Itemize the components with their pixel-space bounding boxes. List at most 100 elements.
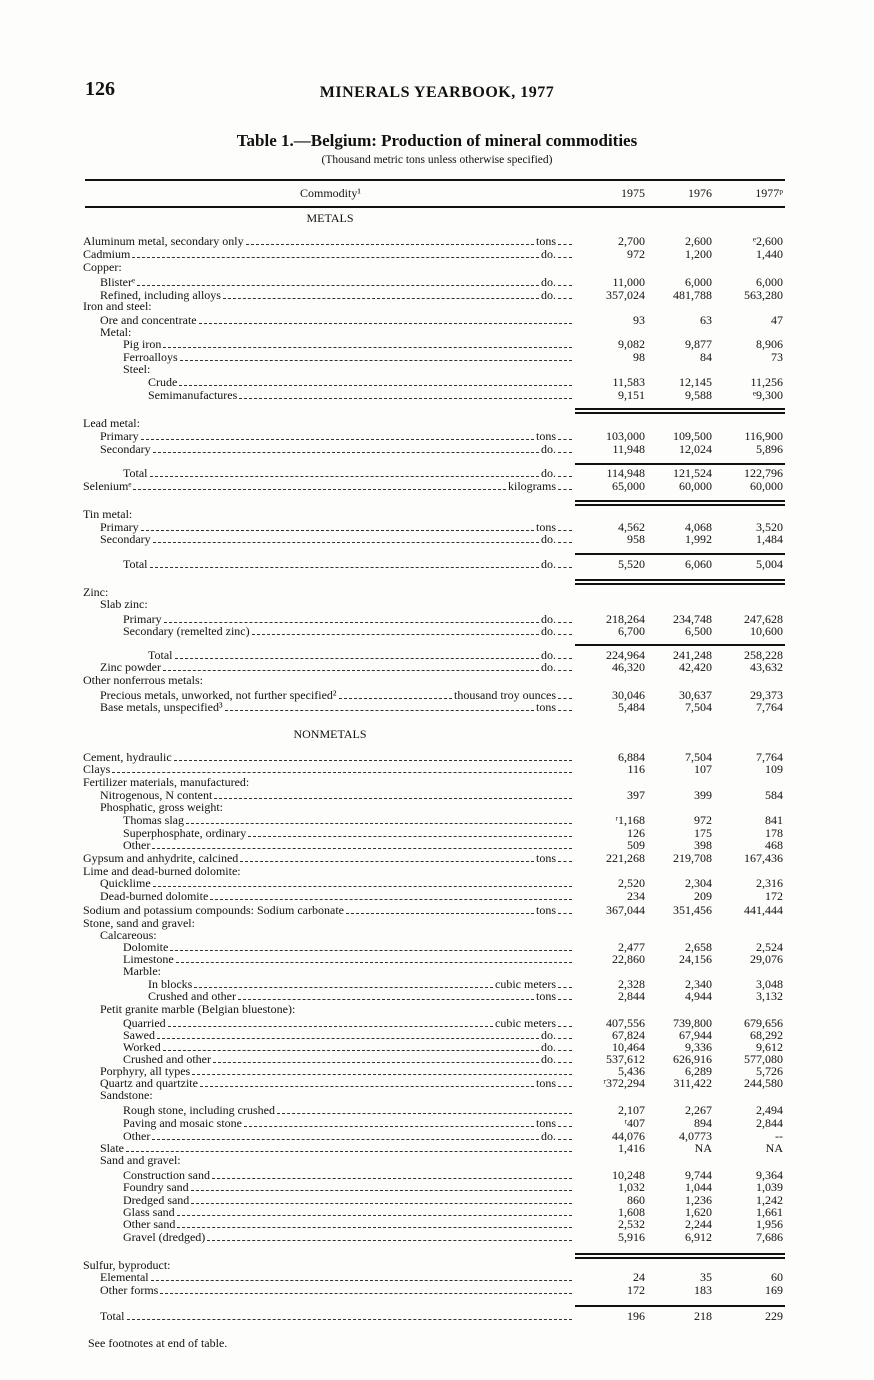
dot-leader <box>558 670 572 671</box>
table-row: Quarried cubic meters 407,556 739,800 679,65… <box>0 1017 874 1030</box>
value-1977: 8,906 <box>756 337 783 351</box>
row-label: Worked <box>123 1040 161 1054</box>
dot-leader <box>243 1126 534 1127</box>
value-1976: 2,340 <box>685 977 712 991</box>
row-label: Secondary <box>100 442 151 456</box>
value-1977: NA <box>765 1141 783 1155</box>
table-group-heading: Steel: <box>0 363 874 376</box>
value-1975: 2,328 <box>618 977 645 991</box>
table-row: Gypsum and anhydrite, calcined tons 221,26… <box>0 852 874 865</box>
dot-leader <box>558 913 572 914</box>
table-row: Secondary (remelted zinc) do. 6,700 6,500 10… <box>0 625 874 638</box>
row-label: Metal: <box>100 325 132 339</box>
row-label: Pig iron <box>123 337 162 351</box>
value-1977: 29,076 <box>750 952 783 966</box>
table-row: Limestone 22,860 24,156 29,076 <box>0 953 874 966</box>
value-1977: 122,796 <box>744 466 783 480</box>
row-label-cell: Dead-burned dolomite <box>100 890 572 903</box>
row-unit: cubic meters <box>495 977 556 991</box>
value-1975: 172 <box>627 1283 645 1297</box>
value-1975: 224,964 <box>606 648 645 662</box>
dot-leader <box>140 439 534 440</box>
total-rule <box>575 1305 785 1307</box>
value-1975: 5,520 <box>618 557 645 571</box>
section-heading-nonmetals: NONMETALS <box>293 727 367 741</box>
row-label-cell: Slab zinc: <box>100 598 150 611</box>
table-row: Sodium and potassium compounds: Sodium c… <box>0 904 874 917</box>
row-label: Precious metals, unworked, not further s… <box>100 688 337 702</box>
value-1976: 234,748 <box>673 612 712 626</box>
row-label-cell: Crushed and other tons <box>148 990 572 1003</box>
row-unit: do. <box>541 1052 556 1066</box>
row-label-cell: In blocks cubic meters <box>148 978 572 991</box>
row-label: Other forms <box>100 1283 159 1297</box>
row-unit: do. <box>541 612 556 626</box>
table-title: Table 1.—Belgium: Production of mineral … <box>236 131 638 150</box>
row-label-cell: Gravel (dredged) <box>123 1231 572 1244</box>
dot-leader <box>212 1062 539 1063</box>
row-label: Blisterᵉ <box>100 275 136 289</box>
total-rule <box>575 412 785 414</box>
row-unit: thousand troy ounces <box>454 688 556 702</box>
value-1977: 2,844 <box>756 1116 783 1130</box>
row-label: Iron and steel: <box>83 299 152 313</box>
row-label-cell: Lead metal: <box>83 417 142 430</box>
table-row: Construction sand 10,248 9,744 9,364 <box>0 1169 874 1182</box>
row-label: Primary <box>100 520 139 534</box>
row-label-cell: Calcareous: <box>100 929 159 942</box>
value-1975: 2,520 <box>618 876 645 890</box>
dot-leader <box>558 257 572 258</box>
dot-leader <box>338 698 453 699</box>
table-group-heading: Copper: <box>0 261 874 274</box>
value-1976: 399 <box>694 788 712 802</box>
dot-leader <box>248 836 572 837</box>
value-1975: 234 <box>627 889 645 903</box>
value-1977: 1,440 <box>756 247 783 261</box>
value-1975: 11,000 <box>612 275 645 289</box>
column-header-1976: 1976 <box>688 186 712 200</box>
row-label-cell: Blisterᵉ do. <box>100 276 572 289</box>
dot-leader <box>162 670 539 671</box>
value-1976: 12,024 <box>679 442 712 456</box>
row-unit: kilograms <box>508 479 556 493</box>
total-rule <box>575 408 785 410</box>
row-label-cell: Steel: <box>123 363 152 376</box>
table-row: Aluminum metal, secondary only tons 2,700 2… <box>0 235 874 248</box>
table-group-heading: Zinc: <box>0 586 874 599</box>
row-label: Lead metal: <box>83 416 140 430</box>
column-header-1975: 1975 <box>621 186 645 200</box>
dot-leader <box>163 347 572 348</box>
dot-leader <box>237 999 534 1000</box>
value-1977: ᵉ2,600 <box>752 234 783 248</box>
value-1977: 229 <box>765 1309 783 1323</box>
table-row: Zinc powder do. 46,320 42,420 43,632 <box>0 661 874 674</box>
row-label: Cadmium <box>83 247 131 261</box>
value-1977: 584 <box>765 788 783 802</box>
value-1975: 103,000 <box>606 429 645 443</box>
value-1976: 6,500 <box>685 624 712 638</box>
table-row: Dolomite 2,477 2,658 2,524 <box>0 941 874 954</box>
dot-leader <box>558 987 572 988</box>
value-1977: 7,686 <box>756 1230 783 1244</box>
value-1976: 4,068 <box>685 520 712 534</box>
table-row: Primary tons 4,562 4,068 3,520 <box>0 521 874 534</box>
value-1977: 2,494 <box>756 1103 783 1117</box>
row-unit: do. <box>541 532 556 546</box>
dot-leader <box>214 798 572 799</box>
row-label-cell: Quicklime <box>100 877 572 890</box>
value-1975: 46,320 <box>612 660 645 674</box>
total-rule <box>575 579 785 581</box>
table-group-heading: Iron and steel: <box>0 300 874 313</box>
dot-leader <box>173 760 572 761</box>
page-number: 126 <box>85 78 115 100</box>
dot-leader <box>558 1126 572 1127</box>
row-label: Sawed <box>123 1028 155 1042</box>
value-1975: 6,700 <box>618 624 645 638</box>
row-label-cell: Worked do. <box>123 1041 572 1054</box>
row-label-cell: Glass sand <box>123 1206 572 1219</box>
table-row: Worked do. 10,464 9,336 9,612 <box>0 1041 874 1054</box>
row-label-cell: Sodium and potassium compounds: Sodium c… <box>83 904 572 917</box>
value-1975: 93 <box>633 313 645 327</box>
dot-leader <box>152 542 539 543</box>
value-1975: 407,556 <box>606 1016 645 1030</box>
